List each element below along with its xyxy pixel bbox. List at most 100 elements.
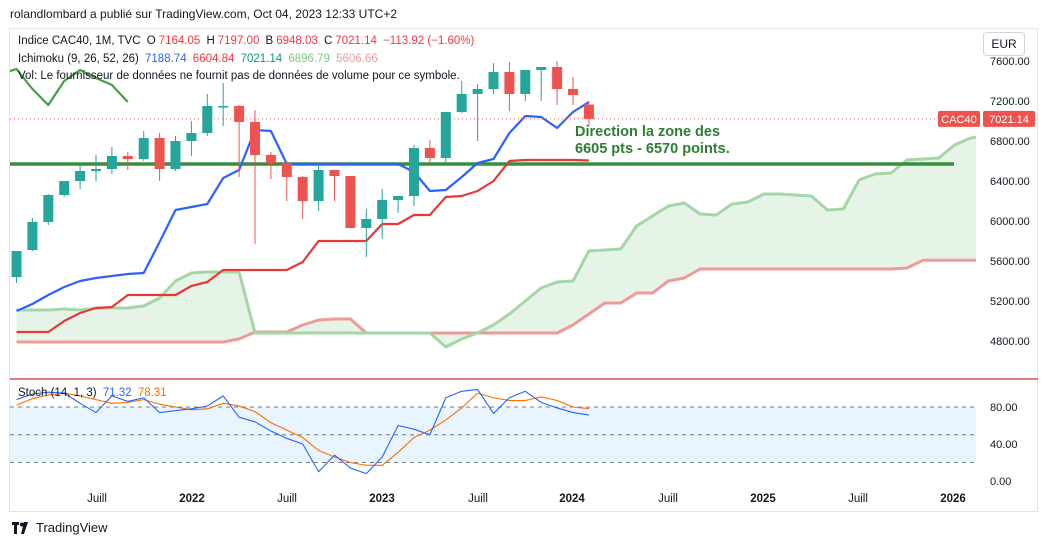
candle	[583, 101, 594, 127]
close-value: 7021.14	[335, 35, 377, 47]
candle-body	[43, 195, 54, 222]
candle	[170, 136, 181, 171]
candle	[91, 155, 101, 181]
candle-body	[504, 72, 515, 94]
candle-body	[202, 106, 213, 133]
candle-body	[122, 156, 133, 159]
candle	[265, 152, 276, 179]
candle-body	[552, 67, 563, 89]
symbol-legend: Indice CAC40, 1M, TVC O 7164.05 H 7197.00 …	[18, 35, 477, 47]
stoch-tick-label: 40.00	[990, 439, 1018, 451]
candle-body	[472, 89, 483, 94]
time-tick-label: Juill	[87, 493, 107, 505]
high-value: 7197.00	[217, 35, 260, 47]
candle-body	[377, 200, 388, 219]
open-label: O	[146, 35, 156, 47]
symbol-name: Indice CAC40, 1M, TVC	[18, 35, 141, 47]
candle-body	[424, 148, 435, 158]
candle	[345, 176, 356, 228]
price-tick-label: 7200.00	[990, 96, 1030, 108]
senkou-b-value: 5606.66	[336, 53, 378, 65]
high-label: H	[206, 35, 215, 47]
kijun-line	[16, 158, 589, 334]
price-tick-label: 5600.00	[990, 256, 1030, 268]
annotation-line: 6605 pts - 6570 points.	[575, 141, 730, 157]
tenkan-line	[16, 101, 590, 313]
chart-frame	[9, 28, 1038, 512]
time-tick-label: Juill	[658, 493, 678, 505]
tradingview-logo[interactable]: TradingView	[12, 520, 108, 535]
chikou-line	[10, 67, 129, 107]
candle-body	[27, 222, 38, 250]
ichimoku-legend: Ichimoku (9, 26, 52, 26) 7188.74 6604.84…	[18, 53, 381, 65]
candle	[154, 133, 165, 181]
candle-body	[91, 169, 101, 171]
chikou-value: 7021.14	[240, 53, 283, 65]
open-value: 7164.05	[158, 35, 201, 47]
candle-body	[218, 106, 229, 108]
candle-body	[440, 112, 451, 158]
stoch-legend: Stoch (14, 1, 3) 71.32 78.31	[18, 387, 170, 399]
candle-body	[393, 196, 404, 200]
candle	[568, 77, 578, 105]
senkou-a-line	[16, 135, 976, 349]
kijun-value: 6604.84	[192, 53, 235, 65]
stoch-d-line	[16, 392, 589, 466]
candle	[456, 81, 467, 113]
candle-body	[138, 138, 149, 159]
candle-body	[329, 170, 340, 176]
candle-body	[345, 176, 356, 228]
candle-body	[11, 251, 22, 277]
candle	[297, 176, 308, 219]
time-tick-label: 2025	[750, 493, 776, 505]
candle-body	[361, 219, 372, 228]
candle	[11, 251, 22, 283]
candle-body	[281, 163, 292, 177]
price-tag-symbol-bg	[938, 110, 980, 127]
candle	[27, 218, 38, 251]
price-tick-label: 5200.00	[990, 296, 1030, 308]
low-label: B	[265, 35, 274, 47]
time-tick-label: Juill	[468, 493, 488, 505]
price-tick-label: 6800.00	[990, 136, 1030, 148]
candle	[472, 84, 483, 141]
candle	[234, 105, 245, 177]
candle	[202, 94, 213, 136]
candle	[106, 147, 117, 174]
ichimoku-lines	[10, 67, 976, 349]
candle-body	[234, 106, 245, 122]
candle	[488, 63, 499, 94]
candle	[329, 170, 340, 201]
annotation-line: Direction la zone des	[575, 124, 720, 140]
tenkan-value: 7188.74	[145, 53, 187, 65]
candle	[361, 209, 372, 257]
stoch-k-value: 71.32	[102, 387, 132, 399]
stoch-tick-label: 80.00	[990, 402, 1018, 414]
candle-body	[154, 138, 165, 169]
candle	[377, 189, 388, 239]
senkou-a-value: 6896.79	[288, 53, 330, 65]
candle-body	[520, 70, 531, 94]
candles	[11, 61, 594, 283]
candle-body	[313, 170, 324, 201]
cloud-fill	[16, 137, 976, 347]
time-tick-label: 2024	[559, 493, 585, 505]
candle	[122, 152, 133, 170]
candle	[440, 112, 451, 163]
tradingview-logo-icon	[12, 521, 28, 534]
candle-body	[409, 148, 419, 196]
candle	[186, 121, 197, 156]
candle	[520, 70, 531, 101]
currency-button[interactable]: EUR	[983, 32, 1025, 56]
candle	[250, 110, 260, 244]
stoch-k-line	[16, 388, 589, 475]
senkou-b-line	[16, 258, 976, 344]
candle-body	[456, 94, 467, 112]
volume-note: Vol: Le fournisseur de données ne fourni…	[18, 70, 460, 82]
stoch-label: Stoch (14, 1, 3)	[18, 387, 97, 399]
price-tag-value-bg	[983, 110, 1035, 127]
candle	[409, 145, 419, 206]
time-tick-label: 2022	[179, 493, 205, 505]
